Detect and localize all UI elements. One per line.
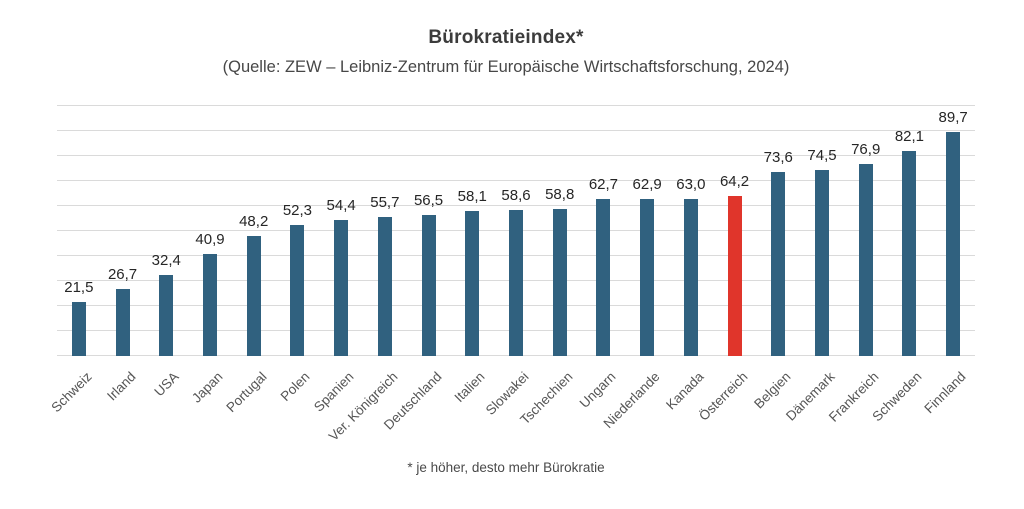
bar-value-label: 73,6 xyxy=(763,149,793,166)
bar-value-label: 62,9 xyxy=(632,175,662,193)
gridline xyxy=(57,130,975,131)
bar-value-label: 58,8 xyxy=(545,186,575,203)
bar-value-label: 58,6 xyxy=(501,186,531,204)
bar-value-label: 58,1 xyxy=(457,187,487,205)
chart-subtitle: (Quelle: ZEW – Leibniz-Zentrum für Europ… xyxy=(222,58,790,76)
plot-area: 21,5 Schweiz 26,7 Irland 32,4 USA 40,9 Japan 48,… xyxy=(48,105,975,444)
bar xyxy=(946,131,961,356)
bar xyxy=(421,214,436,356)
bar-value-label: 54,4 xyxy=(326,197,356,214)
bar-value-label: 76,9 xyxy=(851,140,881,158)
bar-value-label: 64,2 xyxy=(719,172,750,190)
bar xyxy=(465,210,480,356)
bar xyxy=(858,163,873,356)
gridline xyxy=(57,105,975,106)
gridline xyxy=(57,180,975,181)
bar-value-label: 48,2 xyxy=(239,212,269,230)
bar-value-label: 82,1 xyxy=(894,127,925,145)
bar xyxy=(71,302,86,356)
bar-value-label: 55,7 xyxy=(370,193,400,211)
bar-highlighted xyxy=(727,195,742,356)
bar xyxy=(159,275,174,356)
bar xyxy=(246,235,261,356)
bar xyxy=(203,253,217,356)
chart-footnote: * je höher, desto mehr Bürokratie xyxy=(407,460,605,475)
bar xyxy=(377,216,392,356)
bar-value-label: 56,5 xyxy=(413,191,444,209)
bar xyxy=(115,289,130,356)
bar xyxy=(552,209,567,356)
bar-value-label: 40,9 xyxy=(195,230,225,248)
bar-value-label: 26,7 xyxy=(107,266,138,284)
bar-value-label: 89,7 xyxy=(938,108,968,126)
bar xyxy=(509,209,523,356)
bar xyxy=(771,172,786,356)
bar-value-label: 63,0 xyxy=(676,175,706,193)
bar xyxy=(640,198,655,356)
bar-value-label: 21,5 xyxy=(64,279,94,297)
bar-value-label: 62,7 xyxy=(588,176,619,194)
bar xyxy=(290,225,305,356)
bar-value-label: 32,4 xyxy=(151,252,181,269)
bar xyxy=(334,220,349,356)
chart-title: Bürokratieindex* xyxy=(428,27,584,48)
gridline xyxy=(57,155,975,156)
bar xyxy=(902,150,917,356)
bar xyxy=(596,199,611,356)
gridline xyxy=(57,205,975,206)
bar-value-label: 74,5 xyxy=(807,146,837,164)
bar xyxy=(683,198,698,356)
bar xyxy=(815,169,829,356)
bar-value-label: 52,3 xyxy=(282,202,313,220)
